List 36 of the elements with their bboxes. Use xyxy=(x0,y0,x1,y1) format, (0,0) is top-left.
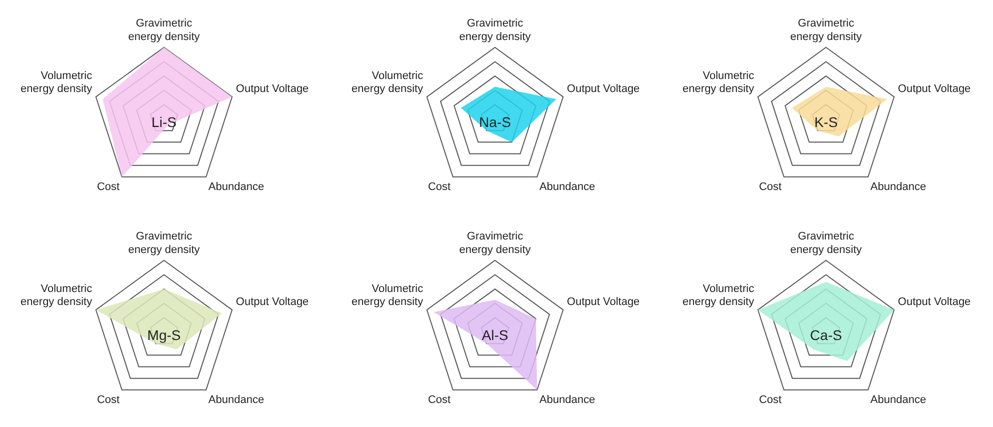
spoke-label: Cost xyxy=(758,394,782,406)
spoke-label: Cost xyxy=(428,180,451,193)
series-label: Li-S xyxy=(152,114,176,130)
spoke-label: Abundance xyxy=(539,394,596,406)
spoke-label: Abundance xyxy=(208,394,264,406)
spoke-label: Volumetric energy density xyxy=(682,70,755,96)
series-label: K-S xyxy=(814,114,838,130)
spoke-label: Volumetric energy density xyxy=(682,282,755,308)
spoke-label: Cost xyxy=(96,394,120,406)
spoke-label: Gravimetric energy density xyxy=(790,230,862,256)
spoke-label: Output Voltage xyxy=(236,83,309,96)
spoke-label: Volumetric energy density xyxy=(352,70,424,96)
spoke-label: Abundance xyxy=(870,394,926,406)
spoke-label: Gravimetric energy density xyxy=(459,18,532,43)
spoke-label: Cost xyxy=(758,180,782,193)
spoke-label: Gravimetric energy density xyxy=(128,230,200,256)
spoke-label: Volumetric energy density xyxy=(20,70,93,96)
spoke-label: Gravimetric energy density xyxy=(459,230,532,256)
series-label: Na-S xyxy=(479,114,511,130)
spoke-label: Output Voltage xyxy=(566,296,640,308)
spoke-label: Volumetric energy density xyxy=(352,282,424,308)
spoke-label: Output Voltage xyxy=(566,83,640,96)
series-label: Mg-S xyxy=(147,326,181,343)
series-label: Ca-S xyxy=(810,326,842,343)
spoke-label: Output Voltage xyxy=(898,83,971,96)
spoke-label: Output Voltage xyxy=(236,296,309,308)
spoke-label: Gravimetric energy density xyxy=(128,18,200,43)
spoke-label: Gravimetric energy density xyxy=(790,18,862,43)
spoke-label: Abundance xyxy=(870,180,926,193)
spoke-label: Volumetric energy density xyxy=(20,282,93,308)
spoke-label: Cost xyxy=(96,180,120,193)
spoke-label: Output Voltage xyxy=(898,296,971,308)
spoke-label: Abundance xyxy=(208,180,264,193)
series-label: Al-S xyxy=(482,326,508,343)
spoke-label: Cost xyxy=(428,394,451,406)
spoke-label: Abundance xyxy=(539,180,596,193)
